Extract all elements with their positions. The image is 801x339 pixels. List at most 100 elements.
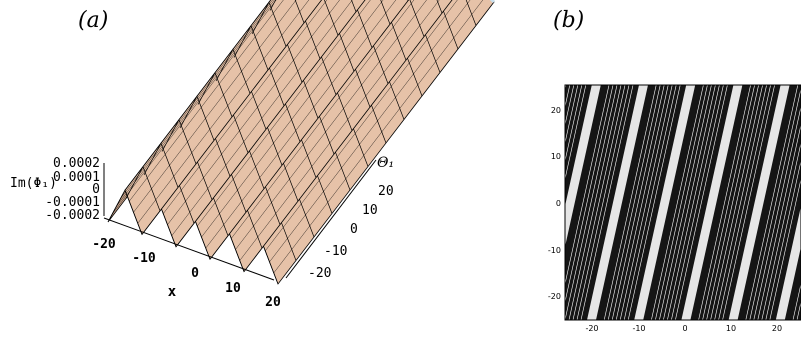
- surface-grid-line: [116, 0, 275, 207]
- contour-line: [698, 85, 751, 320]
- surface-grid-line: [124, 0, 271, 191]
- contour-line: [745, 85, 799, 320]
- contour-line: [565, 85, 614, 304]
- contour-light-band: [728, 85, 790, 320]
- contour-line: [671, 85, 724, 320]
- contour-line: [565, 85, 579, 145]
- contour-line: [718, 85, 771, 320]
- x-tick-label: 10: [225, 281, 241, 296]
- surface-grid-line: [163, 0, 328, 214]
- surface-grid-line: [133, 0, 297, 213]
- z-tick-label: 0: [92, 182, 100, 197]
- contour-x-tick: 10: [726, 324, 736, 333]
- surface-grid-line: [273, 0, 484, 274]
- contour-line: [714, 85, 767, 320]
- contour-frame: [564, 84, 801, 321]
- surface-grid-line: [171, 0, 353, 236]
- contour-line: [753, 105, 801, 320]
- contour-line: [572, 85, 626, 320]
- surface-grid-line: [197, 0, 371, 227]
- contour-line: [565, 85, 610, 286]
- contour-line: [611, 85, 665, 320]
- contour-line: [623, 85, 677, 320]
- contour-line: [580, 85, 634, 320]
- surface-grid-line: [120, 0, 273, 199]
- z-tick-label: 0.0001: [53, 170, 100, 185]
- contour-line: [702, 85, 755, 320]
- contour-line: [757, 123, 801, 320]
- surface-grid-line: [167, 0, 340, 225]
- contour-line: [565, 85, 583, 163]
- contour-line: [615, 85, 669, 320]
- surface-grid-line: [201, 0, 384, 238]
- surface-grid-line: [239, 0, 440, 261]
- surface-grid-line: [129, 0, 284, 202]
- contour-line: [603, 85, 657, 320]
- contour-line: [761, 141, 801, 320]
- panel-a-label: (a): [78, 8, 109, 33]
- y-tick-label: 0: [350, 222, 358, 237]
- contour-line: [706, 85, 759, 320]
- y-tick-label: 20: [378, 184, 394, 199]
- contour-x-tick: 0: [682, 324, 687, 333]
- contour-light-band: [681, 85, 743, 320]
- contour-line: [607, 85, 661, 320]
- surface-mesh-line: [269, 0, 305, 24]
- contour-line: [675, 85, 728, 320]
- surface-grid-line: [205, 0, 397, 249]
- contour-line: [565, 85, 571, 109]
- contour-x-tick: -20: [585, 324, 598, 333]
- y-axis-label: Θ₁: [377, 155, 394, 171]
- z-tick-label: 0.0002: [53, 156, 100, 171]
- contour-layer: [510, 85, 801, 320]
- contour-line: [663, 85, 716, 320]
- contour-line: [510, 85, 562, 320]
- contour-line: [627, 85, 681, 320]
- surface-grid-line: [269, 0, 471, 263]
- x-tick-label: 0: [191, 266, 199, 281]
- surface-layer: [107, 0, 496, 285]
- y-tick-label: -20: [308, 266, 331, 281]
- contour-line: [765, 159, 801, 320]
- contour-line: [722, 85, 775, 320]
- contour-line: [667, 85, 720, 320]
- contour-light-band: [587, 85, 648, 320]
- surface-grid-line: [112, 0, 277, 215]
- contour-y-tick: -20: [548, 292, 561, 301]
- x-tick-label: 20: [265, 295, 281, 310]
- x-axis-label: x: [168, 284, 177, 300]
- surface-grid-line: [235, 0, 427, 250]
- contour-line: [651, 85, 704, 320]
- x-tick-label: -20: [92, 237, 116, 252]
- contour-y-tick: 0: [556, 199, 561, 208]
- contour-line: [565, 85, 618, 320]
- panel-b-label: (b): [553, 8, 585, 33]
- x-axis-line: [103, 217, 275, 281]
- contour-line: [659, 85, 712, 320]
- contour-line: [568, 85, 622, 320]
- contour-x-tick: -10: [632, 324, 645, 333]
- z-axis-label: Im(Φ₁): [10, 176, 57, 191]
- contour-line: [749, 87, 801, 320]
- contour-y-tick: 10: [551, 152, 561, 161]
- contour-y-tick: -10: [548, 246, 561, 255]
- z-tick-label: -0.0002: [45, 208, 100, 223]
- contour-x-tick: 20: [772, 324, 782, 333]
- contour-line: [565, 85, 587, 181]
- y-tick-label: 10: [362, 203, 378, 218]
- contour-light-band: [634, 85, 696, 320]
- contour-line: [655, 85, 708, 320]
- contour-line: [576, 85, 630, 320]
- contour-y-tick: 20: [551, 106, 561, 115]
- contour-line: [769, 177, 801, 320]
- y-tick-label: -10: [324, 244, 347, 259]
- contour-light-band: [565, 85, 601, 247]
- y-axis-line: [285, 159, 377, 279]
- contour-line: [710, 85, 763, 320]
- z-tick-label: -0.0001: [45, 195, 100, 210]
- surface-grid-line: [231, 0, 415, 239]
- contour-light-band: [775, 206, 801, 320]
- surface-grid-line: [137, 0, 310, 224]
